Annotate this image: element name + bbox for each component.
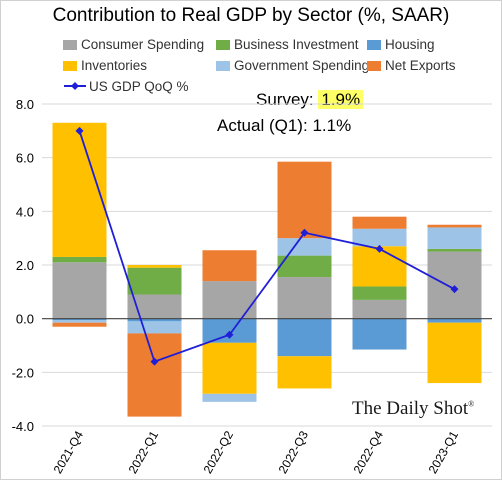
bar-segment-housing <box>127 318 182 322</box>
bar-segment-net-exports <box>427 224 482 228</box>
gdp-point <box>375 244 384 253</box>
bar-segment-consumer-spending <box>52 262 107 319</box>
bar-segment-inventories <box>127 265 182 268</box>
y-tick-label: -2.0 <box>12 365 34 380</box>
bar-segment-housing <box>52 318 107 321</box>
actual-annotation: Actual (Q1): 1.1% <box>217 116 351 136</box>
bar-segment-business-investment <box>277 255 332 278</box>
legend-item-inventories: Inventories <box>63 58 147 73</box>
bar-segment-government-spending <box>52 320 107 323</box>
gdp-point <box>450 285 459 294</box>
gdp-point <box>300 228 309 237</box>
bar-segment-government-spending <box>127 321 182 334</box>
bar-segment-housing <box>277 318 332 357</box>
legend-item-consumer-spending: Consumer Spending <box>63 37 204 52</box>
actual-value: 1.1% <box>312 116 352 135</box>
x-tick-label: 2022-Q2 <box>201 428 237 476</box>
bar-segment-business-investment <box>52 256 107 263</box>
bar-segment-inventories <box>352 246 407 287</box>
y-tick-label: 6.0 <box>16 151 34 166</box>
bar-segment-inventories <box>277 356 332 389</box>
brand-logo: The Daily Shot® <box>352 398 475 419</box>
bar-segment-housing <box>427 318 482 323</box>
bar-segment-housing <box>352 318 407 350</box>
gdp-point <box>225 330 234 339</box>
bar-segment-government-spending <box>352 228 407 247</box>
legend-swatch-housing <box>367 40 381 50</box>
bar-segment-government-spending <box>277 238 332 256</box>
bar-segment-net-exports <box>52 322 107 327</box>
legend-item-business-investment: Business Investment <box>216 37 359 52</box>
bar-segment-business-investment <box>127 267 182 295</box>
legend-item-us-gdp: US GDP QoQ % <box>63 79 189 94</box>
legend-item-government-spending: Government Spending <box>216 58 369 73</box>
legend-item-housing: Housing <box>367 37 435 52</box>
bar-segment-business-investment <box>352 286 407 300</box>
legend-swatch-net-exports <box>367 61 381 71</box>
bar-segment-net-exports <box>277 161 332 239</box>
bar-segment-government-spending <box>202 393 257 402</box>
y-tick-label: -4.0 <box>12 419 34 434</box>
bar-segment-consumer-spending <box>127 294 182 319</box>
x-tick-label: 2022-Q4 <box>351 428 387 476</box>
legend-item-net-exports: Net Exports <box>367 58 456 73</box>
bar-segment-consumer-spending <box>352 299 407 319</box>
gdp-line <box>78 130 455 363</box>
bar-segment-consumer-spending <box>427 251 482 319</box>
bar-segment-government-spending <box>427 227 482 249</box>
x-tick-label: 2021-Q4 <box>51 428 87 476</box>
bar-segment-inventories <box>52 122 107 257</box>
bar-segment-net-exports <box>127 333 182 417</box>
x-tick-label: 2023-Q1 <box>426 428 462 476</box>
bar-segment-consumer-spending <box>277 277 332 319</box>
gdp-point <box>75 126 84 135</box>
gdp-point <box>150 357 159 366</box>
bar-segment-inventories <box>427 322 482 384</box>
bar-segment-net-exports <box>202 250 257 282</box>
y-tick-label: 0.0 <box>16 312 34 327</box>
y-tick-label: 2.0 <box>16 258 34 273</box>
bar-segment-net-exports <box>352 216 407 229</box>
legend-swatch-consumer-spending <box>63 40 77 50</box>
x-tick-label: 2022-Q3 <box>276 428 312 476</box>
legend-line-swatch <box>64 82 86 90</box>
y-tick-label: 8.0 <box>16 97 34 112</box>
legend-swatch-inventories <box>63 61 77 71</box>
x-tick-label: 2022-Q1 <box>126 428 162 476</box>
legend-swatch-government-spending <box>216 61 230 71</box>
bar-segment-consumer-spending <box>202 281 257 319</box>
bar-segment-housing <box>202 318 257 343</box>
y-tick-label: 4.0 <box>16 204 34 219</box>
bar-segment-business-investment <box>427 248 482 252</box>
legend-swatch-business-investment <box>216 40 230 50</box>
actual-label: Actual (Q1): <box>217 116 308 135</box>
bar-segment-inventories <box>202 342 257 394</box>
chart-title: Contribution to Real GDP by Sector (%, S… <box>52 5 450 26</box>
